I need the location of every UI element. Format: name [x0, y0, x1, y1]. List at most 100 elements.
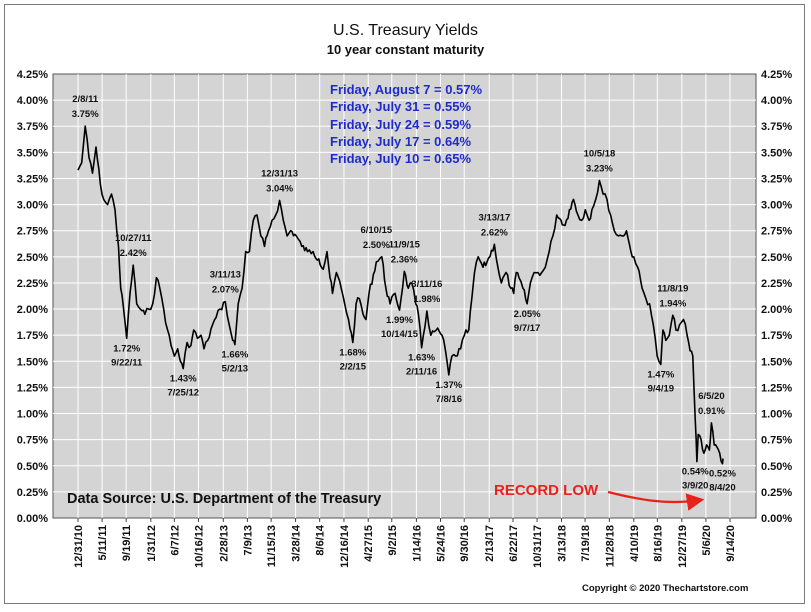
x-tick-label: 1/14/16: [411, 525, 423, 562]
annotation-label: 12/31/13: [261, 168, 298, 179]
y-tick-label: 0.25%: [761, 487, 792, 499]
annotation-label: 10/27/11: [115, 233, 152, 244]
x-tick-label: 9/19/11: [121, 525, 133, 561]
y-tick-label: 1.50%: [761, 356, 792, 368]
annotation-label: 3.23%: [586, 164, 613, 175]
y-tick-label: 3.00%: [17, 200, 48, 212]
y-tick-label: 2.25%: [761, 278, 792, 290]
annotation-label: 10/14/15: [381, 329, 419, 340]
y-tick-label: 0.75%: [761, 435, 792, 447]
annotation-label: 9/22/11: [111, 357, 143, 368]
y-tick-label: 2.50%: [761, 252, 792, 264]
y-tick-label: 1.75%: [761, 330, 792, 342]
y-tick-label: 0.00%: [17, 513, 48, 525]
y-tick-label: 1.75%: [17, 330, 48, 342]
x-tick-label: 8/6/14: [315, 524, 327, 555]
y-tick-label: 0.50%: [17, 461, 48, 473]
y-tick-label: 1.50%: [17, 356, 48, 368]
y-tick-label: 2.75%: [17, 226, 48, 238]
y-tick-label: 3.75%: [17, 121, 48, 133]
annotation-label: 3/11/16: [411, 279, 442, 290]
friday-reading: Friday, August 7 = 0.57%: [330, 82, 483, 97]
annotation-label: 2.05%: [514, 309, 541, 320]
annotation-label: 1.99%: [386, 315, 413, 326]
annotation-label: 10/5/18: [584, 149, 616, 160]
y-tick-label: 3.25%: [17, 173, 48, 185]
friday-reading: Friday, July 10 = 0.65%: [330, 151, 472, 167]
x-tick-label: 1/31/12: [146, 525, 158, 562]
friday-reading: Friday, July 24 = 0.59%: [330, 116, 472, 132]
annotation-label: 2.50%: [363, 240, 390, 251]
x-tick-label: 6/22/17: [508, 525, 520, 562]
x-tick-label: 3/13/18: [557, 525, 569, 562]
annotation-label: 11/9/15: [389, 239, 421, 250]
y-tick-label: 3.50%: [761, 147, 792, 159]
y-tick-label: 3.75%: [761, 121, 792, 133]
annotation-label: 1.63%: [408, 353, 435, 364]
x-axis: 12/31/10 5/11/11 9/19/11 1/31/12 6/7/12 10/16…: [73, 518, 737, 568]
x-tick-label: 3/28/14: [291, 524, 303, 562]
annotation-label: 3.75%: [72, 109, 99, 120]
x-tick-label: 7/9/13: [242, 525, 254, 556]
annotation-label: 9/7/17: [514, 323, 540, 334]
y-tick-label: 0.00%: [761, 513, 792, 525]
record-low-callout: RECORD LOW: [494, 482, 599, 499]
annotation-label: 1.68%: [339, 347, 366, 358]
friday-readings: Friday, August 7 = 0.57% Friday, July 31…: [330, 81, 482, 167]
annotation-label: 1.94%: [659, 298, 686, 309]
y-tick-label: 2.50%: [17, 252, 48, 264]
friday-reading: Friday, July 17 = 0.64%: [330, 133, 472, 149]
y-tick-label: 1.25%: [17, 382, 48, 394]
x-tick-label: 5/6/20: [701, 525, 713, 556]
chart-title: U.S. Treasury Yields: [333, 22, 478, 39]
annotation-label: 7/25/12: [167, 388, 199, 399]
copyright-notice: Copyright © 2020 Thechartstore.com: [582, 583, 749, 594]
x-tick-label: 6/7/12: [169, 525, 181, 556]
y-tick-label: 2.00%: [761, 304, 792, 316]
annotation-label: 9/4/19: [648, 383, 674, 394]
annotation-label: 2/11/16: [406, 367, 437, 378]
x-tick-label: 12/31/10: [73, 525, 85, 568]
record-low-arrow: [607, 490, 705, 511]
y-tick-label: 2.25%: [17, 278, 48, 290]
y-axis-left: 0.00% 0.25% 0.50% 0.75% 1.00% 1.25% 1.50% 1.75%…: [17, 69, 48, 525]
annotation-label: 1.66%: [221, 350, 248, 361]
x-tick-label: 11/15/13: [266, 525, 278, 567]
annotation-label: 3.04%: [266, 183, 293, 194]
y-tick-label: 0.75%: [17, 435, 48, 447]
plot-area: [52, 73, 757, 519]
annotation-label: 1.72%: [113, 343, 140, 354]
x-tick-label: 8/16/19: [652, 525, 664, 562]
x-tick-label: 10/31/17: [532, 525, 544, 568]
y-tick-label: 4.25%: [761, 69, 792, 81]
annotation-label: 1.37%: [435, 380, 462, 391]
friday-reading: Friday, July 31 = 0.55%: [330, 99, 472, 115]
chart-subtitle: 10 year constant maturity: [326, 42, 485, 57]
annotation-label: 0.52%: [709, 469, 736, 480]
x-tick-label: 4/27/15: [363, 525, 375, 562]
y-tick-label: 2.75%: [761, 226, 792, 238]
x-tick-label: 12/27/19: [677, 525, 689, 568]
x-tick-label: 11/28/18: [604, 525, 616, 567]
x-tick-label: 9/14/20: [725, 525, 737, 562]
point-annotations: 2/8/11 3.75% 10/27/11 2.42% 1.72% 9/22/11 1.43…: [72, 94, 737, 493]
annotation-label: 2.36%: [391, 254, 418, 265]
y-tick-label: 1.00%: [17, 409, 48, 421]
annotation-label: 2.07%: [212, 285, 239, 296]
y-tick-label: 3.00%: [761, 200, 792, 212]
annotation-label: 7/8/16: [436, 394, 462, 405]
data-source-note: Data Source: U.S. Department of the Trea…: [67, 491, 382, 507]
y-axis-right: 0.00% 0.25% 0.50% 0.75% 1.00% 1.25% 1.50% 1.75%…: [761, 69, 792, 525]
annotation-label: 3/9/20: [682, 481, 708, 492]
grid-lines: [53, 74, 756, 518]
annotation-label: 2.42%: [120, 248, 147, 259]
annotation-label: 0.91%: [698, 406, 725, 417]
x-tick-label: 4/10/19: [629, 525, 641, 562]
y-tick-label: 4.00%: [17, 95, 48, 107]
annotation-label: 1.43%: [170, 374, 197, 385]
annotation-label: 0.54%: [682, 467, 709, 478]
annotation-label: 6/5/20: [698, 391, 724, 402]
x-tick-label: 9/30/16: [459, 525, 471, 562]
x-tick-label: 7/19/18: [580, 525, 592, 562]
annotation-label: 5/2/13: [222, 364, 248, 375]
